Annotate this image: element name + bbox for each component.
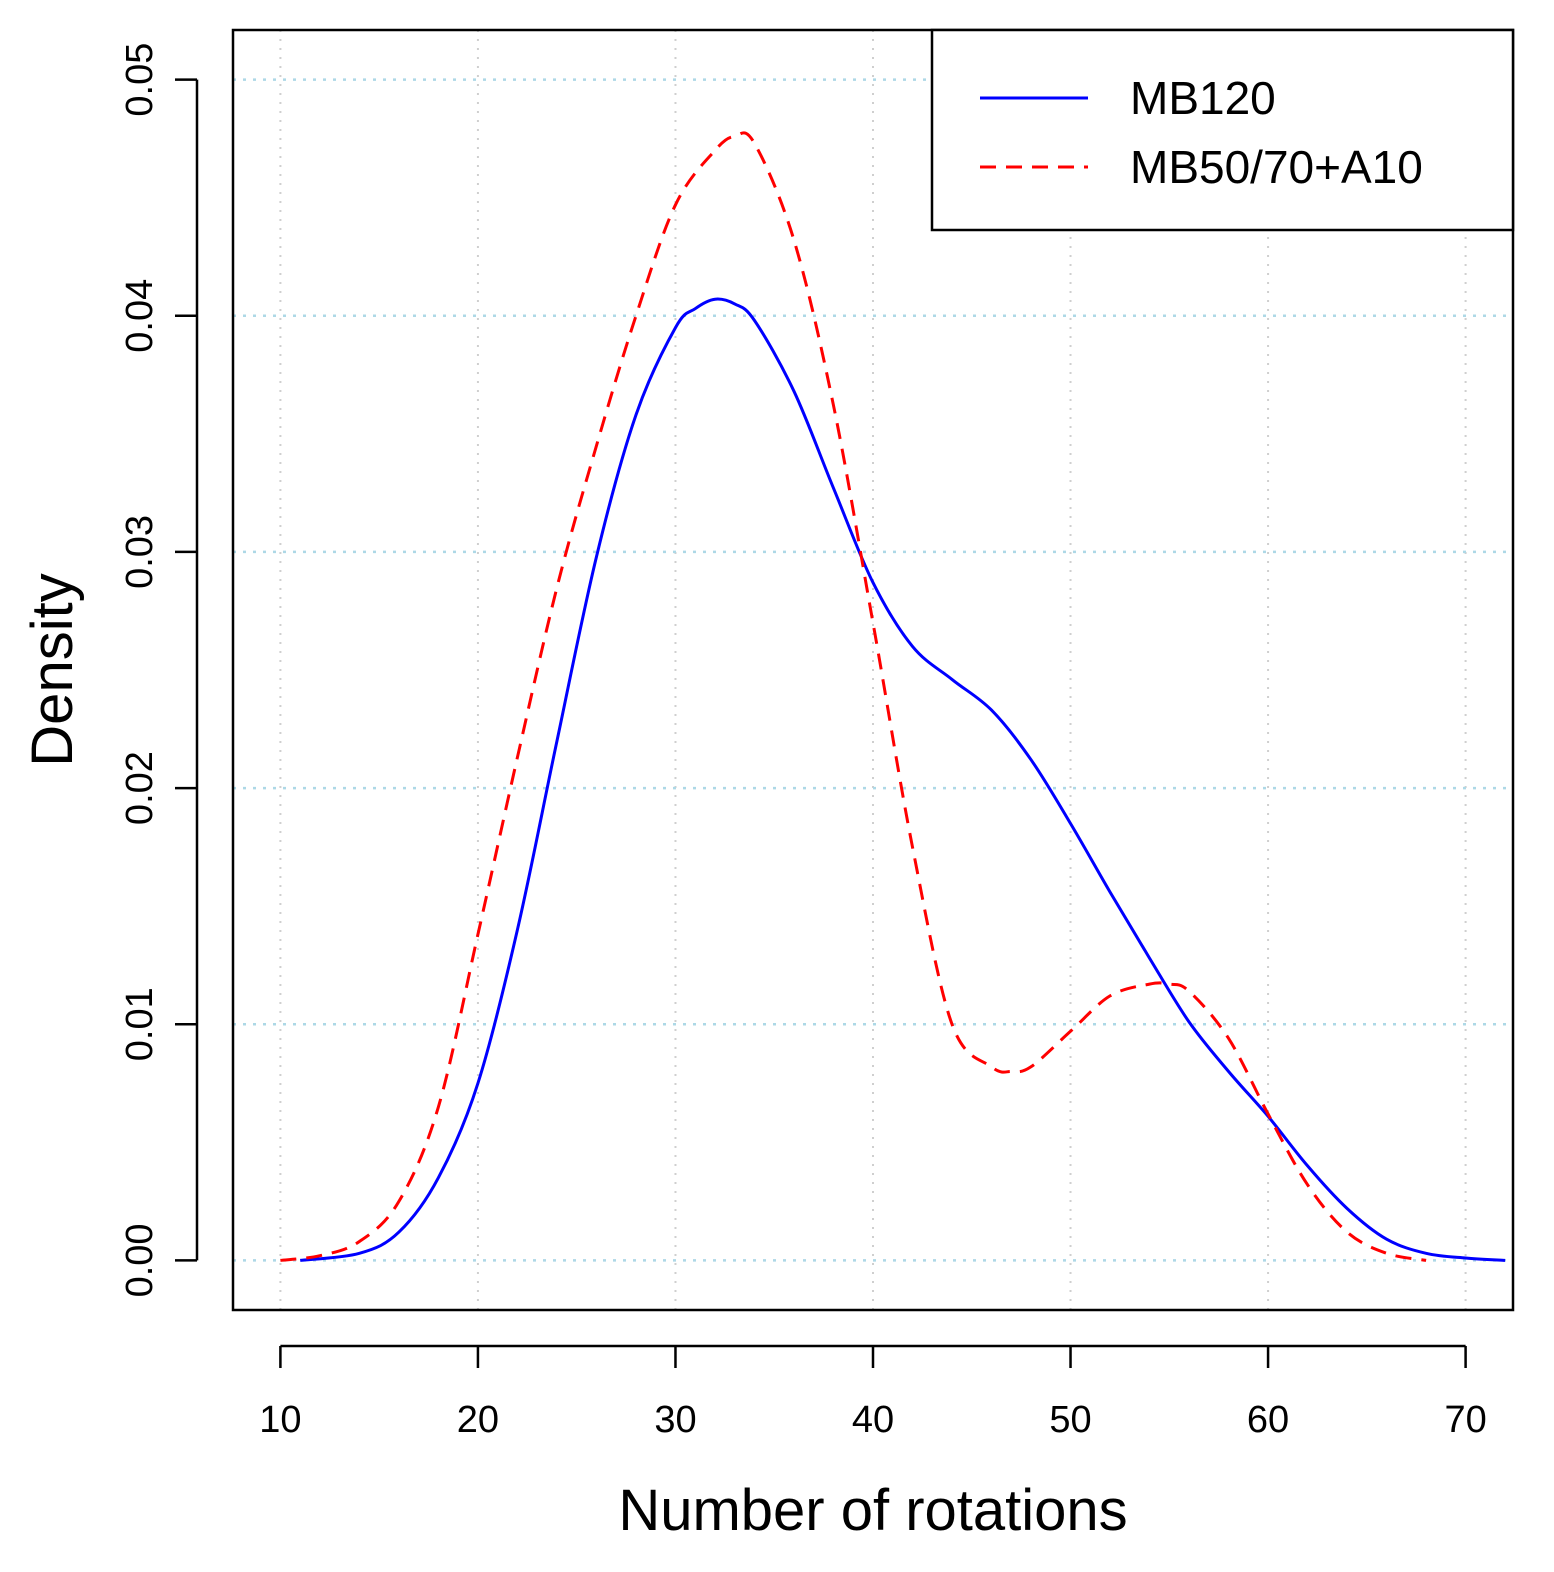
plot-frame (231, 28, 1515, 1312)
x-tick-label-6: 70 (1444, 1399, 1486, 1441)
y-tick-label-1: 0.01 (119, 987, 161, 1061)
x-axis-title: Number of rotations (618, 1478, 1127, 1543)
grid-layer (233, 30, 1513, 1310)
y-tick-label-3: 0.03 (119, 515, 161, 589)
y-tick-label-0: 0.00 (119, 1223, 161, 1297)
series-layer (280, 131, 1506, 1262)
series-line-1 (280, 131, 1427, 1262)
x-tick-label-4: 50 (1049, 1399, 1091, 1441)
axis-layer: 10 20 30 40 50 60 70 0.00 0.01 0.02 0.03 0.04 0.05 (119, 43, 1487, 1441)
y-tick-label-2: 0.02 (119, 751, 161, 825)
x-tick-label-1: 20 (457, 1399, 499, 1441)
legend-box (930, 28, 1515, 232)
series-line-0 (300, 297, 1506, 1262)
y-axis-title: Density (20, 573, 85, 766)
y-tick-label-4: 0.04 (119, 279, 161, 353)
x-tick-label-0: 10 (259, 1399, 301, 1441)
legend-label-mb50-70-a10: MB50/70+A10 (1130, 141, 1423, 193)
legend: MB120 MB50/70+A10 (930, 28, 1515, 232)
x-tick-label-2: 30 (654, 1399, 696, 1441)
x-tick-label-3: 40 (852, 1399, 894, 1441)
y-tick-label-5: 0.05 (119, 43, 161, 117)
legend-label-mb120: MB120 (1130, 72, 1276, 124)
x-tick-label-5: 60 (1247, 1399, 1289, 1441)
